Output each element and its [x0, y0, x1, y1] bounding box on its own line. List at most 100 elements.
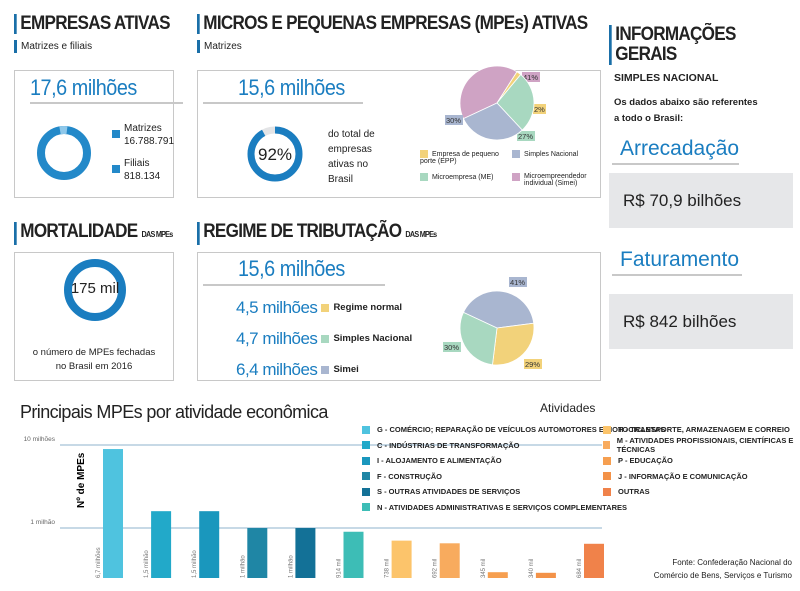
legend-item: C - INDÚSTRIAS DE TRANSFORMAÇÃO [362, 438, 665, 454]
mortalidade-desc-1: o número de MPEs fechadas [32, 347, 156, 358]
filiais-label: Filiais [124, 158, 150, 169]
bar-value-label: 1,5 milhão [144, 550, 150, 578]
mpes-percent-donut [247, 126, 303, 182]
regime-pie-label: 29% [525, 360, 540, 369]
regime-pie-label-bg [524, 359, 542, 369]
legend-item: J - INFORMAÇÃO E COMUNICAÇÃO [603, 469, 800, 485]
regime-pie-slice [459, 311, 498, 366]
mpes-pie-label-bg [533, 104, 546, 114]
empresas-ativas-title: EMPRESAS ATIVAS [14, 14, 170, 34]
mpes-pie-slice [459, 65, 518, 120]
regime-item-normal: 4,5 milhões Regime normal [236, 297, 403, 317]
legend-item: P - EDUCAÇÃO [603, 453, 800, 469]
mortalidade-panel [14, 252, 174, 381]
source-line-1: Fonte: Confederação Nacional do [672, 558, 792, 567]
empresas-ativas-subtitle: Matrizes e filiais [14, 40, 92, 53]
matrizes-value: 16.788.791 [124, 136, 175, 147]
mpes-pie-label: 2% [534, 105, 545, 114]
legend-title: Atividades [540, 401, 596, 415]
bar [199, 511, 220, 578]
regime-pie-chart: 41% 29% 30% [443, 277, 542, 369]
empresas-ativas-panel [14, 70, 174, 198]
legend-simei: Microempreendedor individual (Simei) [512, 173, 600, 187]
legend-item: G - COMÉRCIO; REPARAÇÃO DE VEÍCULOS AUTO… [362, 422, 665, 438]
regime-pie-slice [462, 290, 535, 329]
mortalidade-ring [64, 259, 126, 321]
filiais-value: 818.134 [124, 171, 161, 182]
divider: 17,6 milhões [30, 75, 183, 104]
bar-chart: 10 milhões 1 milhão Nº de MPEs 6,7 milhões 1… [24, 436, 604, 578]
matrizes-swatch [112, 130, 120, 138]
bar [103, 449, 123, 578]
mpes-pie-slice [462, 102, 523, 141]
bar-value-label: 1 milhão [288, 555, 294, 578]
legend-item: H - TRANSPORTE, ARMAZENAGEM E CORREIO [603, 422, 800, 438]
divider: 15,6 milhões [203, 75, 363, 104]
y-tick-label: 1 milhão [30, 519, 55, 526]
bar-value-label: 684 mil [577, 559, 583, 578]
bar [439, 543, 460, 578]
y-axis-label: Nº de MPEs [76, 452, 87, 508]
mpes-pie-label-bg [445, 115, 463, 125]
info-note-1: Os dados abaixo são referentes [614, 97, 758, 108]
mpes-pie-label-bg [522, 72, 540, 82]
faturamento-value: R$ 842 bilhões [609, 294, 793, 349]
bar-value-label: 692 mil [433, 559, 439, 578]
regime-pie-label: 30% [444, 343, 459, 352]
empresas-total: 17,6 milhões [30, 75, 137, 100]
regime-title: REGIME DE TRIBUTAÇÃO DAS MPEs [197, 222, 437, 245]
bar-value-label: 345 mil [481, 559, 487, 578]
legend-epp: Empresa de pequeno porte (EPP) [420, 150, 499, 165]
mpes-pie-label: 30% [446, 116, 461, 125]
mpes-description: do total de empresas ativas no Brasil [328, 129, 375, 185]
bar-value-label: 738 mil [385, 559, 391, 578]
bar [151, 511, 172, 578]
legend-item: I - ALOJAMENTO E ALIMENTAÇÃO [362, 453, 665, 469]
filiais-swatch [112, 165, 120, 173]
bar [343, 531, 364, 578]
info-section: SIMPLES NACIONAL [614, 72, 719, 84]
regime-pie-label: 41% [510, 278, 525, 287]
mpes-total: 15,6 milhões [238, 75, 345, 100]
mpes-ativas-panel [197, 70, 601, 198]
regime-pie-slice [492, 322, 535, 366]
mpes-ativas-title: MICROS E PEQUENAS EMPRESAS (MPEs) ATIVAS [197, 14, 588, 34]
bar-value-label: 6,7 milhões [96, 547, 102, 578]
mpes-pie-slice [496, 74, 535, 131]
chart-title: Principais MPEs por atividade econômica [20, 402, 328, 422]
regime-pie-label-bg [509, 277, 527, 287]
bar [487, 572, 508, 578]
legend-item: S - OUTRAS ATIVIDADES DE SERVIÇOS [362, 484, 665, 500]
mpes-pie-chart: 41% 2% 27% 30% [445, 65, 546, 141]
source-line-2: Comércio de Bens, Serviços e Turismo [653, 571, 792, 580]
legend-me: Microempresa (ME) [420, 173, 512, 187]
y-tick-label: 10 milhões [24, 436, 56, 443]
regime-panel [197, 252, 601, 381]
info-title: INFORMAÇÕES GERAIS [609, 25, 781, 65]
bar [535, 572, 556, 578]
bar-value-label: 914 mil [337, 559, 343, 578]
arrecadacao-value: R$ 70,9 bilhões [609, 173, 793, 228]
regime-pie-label-bg [443, 342, 461, 352]
legend-item: M - ATIVIDADES PROFISSIONAIS, CIENTÍFICA… [603, 436, 800, 454]
bar [247, 528, 268, 578]
arrecadacao-label: Arrecadação [612, 137, 739, 165]
regime-item-simei: 6,4 milhões Simei [236, 359, 359, 379]
matrizes-label: Matrizes [124, 123, 162, 134]
bar [391, 540, 412, 578]
faturamento-label: Faturamento [612, 248, 742, 276]
legend-right: H - TRANSPORTE, ARMAZENAGEM E CORREIO M -… [603, 422, 800, 500]
mortalidade-value: 175 mil [70, 280, 120, 297]
divider: 15,6 milhões [203, 256, 385, 286]
mpes-ativas-subtitle: Matrizes [197, 40, 242, 53]
legend-simples: Simples Nacional [512, 150, 600, 165]
legend-item: F - CONSTRUÇÃO [362, 469, 665, 485]
regime-item-simples: 4,7 milhões Simples Nacional [236, 328, 413, 348]
empresas-donut [37, 126, 91, 180]
bar-value-label: 1 milhão [240, 555, 246, 578]
bar-value-label: 1,5 milhão [192, 550, 198, 578]
legend-item: OUTRAS [603, 484, 800, 500]
legend-left: G - COMÉRCIO; REPARAÇÃO DE VEÍCULOS AUTO… [362, 422, 665, 515]
bar-value-label: 340 mil [529, 559, 535, 578]
mpes-pie-label-bg [517, 131, 535, 141]
